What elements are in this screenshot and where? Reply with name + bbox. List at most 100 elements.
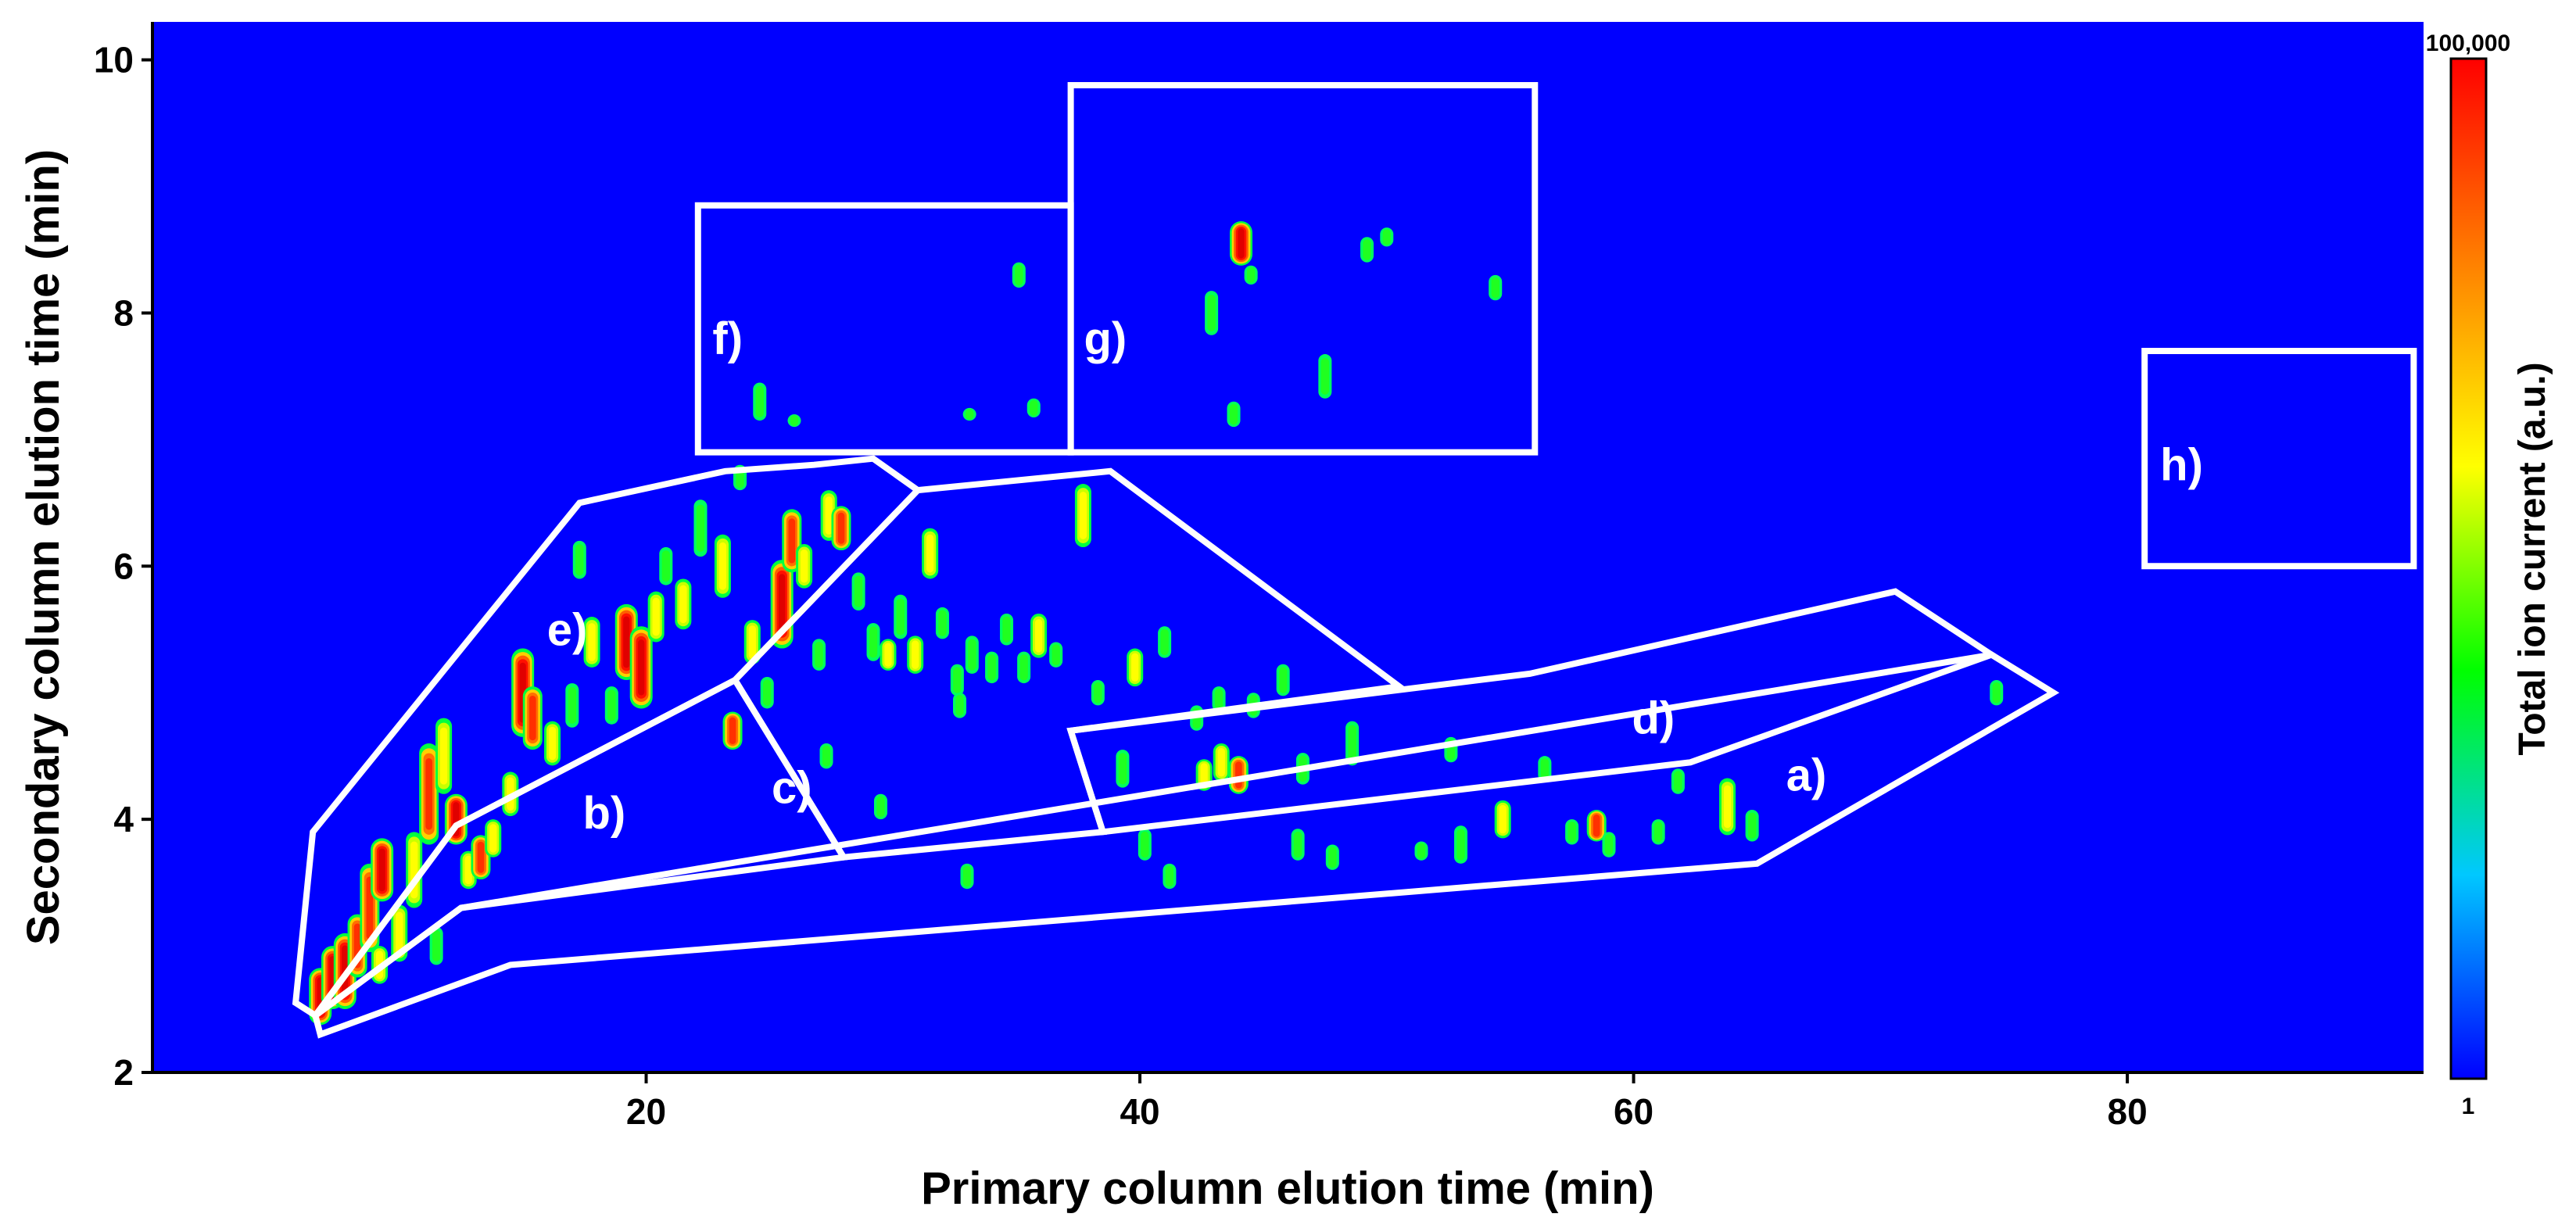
peak	[819, 743, 833, 769]
peak	[1651, 819, 1665, 845]
peak-core	[955, 695, 964, 716]
peak-core	[1052, 644, 1060, 666]
peak-core	[815, 641, 823, 668]
peak	[907, 635, 924, 674]
peak-core	[1593, 814, 1600, 837]
y-tick-label: 4	[113, 799, 134, 840]
region-label: d)	[1632, 693, 1675, 744]
peak-core	[1992, 682, 2001, 704]
y-tick-label: 10	[94, 40, 134, 81]
peak-core	[425, 757, 432, 830]
peak-core	[729, 717, 736, 744]
peak-core	[396, 911, 403, 955]
peak-core	[822, 745, 831, 767]
peak-core	[896, 598, 905, 635]
peak-core	[718, 542, 727, 590]
peak-core	[788, 518, 796, 564]
region-label: b)	[582, 788, 625, 839]
colorbar-label: Total ion current (a.u.)	[2512, 362, 2553, 755]
peak-core	[1207, 295, 1216, 331]
peak	[429, 926, 443, 965]
peak	[851, 572, 865, 610]
peak	[1017, 651, 1031, 684]
peak	[960, 863, 974, 890]
peak-core	[1293, 831, 1302, 858]
peak-core	[1328, 847, 1337, 868]
peak-core	[1320, 357, 1330, 395]
y-tick-label: 8	[113, 292, 134, 333]
peak-core	[1229, 403, 1238, 425]
peak	[770, 560, 794, 649]
peak-core	[439, 727, 448, 785]
peak-core	[884, 643, 892, 667]
peak-core	[968, 639, 976, 671]
peak	[880, 639, 897, 671]
peak	[743, 620, 761, 664]
peak-core	[938, 610, 947, 636]
peak-core	[1723, 785, 1732, 829]
peak-core	[1246, 267, 1256, 283]
peak	[962, 407, 976, 421]
peak	[1291, 829, 1305, 861]
peak-core	[1235, 761, 1242, 789]
peak-core	[1604, 834, 1614, 855]
peak-core	[588, 623, 596, 661]
peak-core	[748, 625, 756, 659]
peak	[1565, 819, 1579, 845]
peak	[1116, 750, 1130, 788]
peak-core	[790, 415, 799, 426]
peak-core	[1131, 653, 1139, 682]
peak-core	[477, 841, 485, 873]
x-tick-label: 40	[1120, 1091, 1159, 1132]
peak-core	[1200, 763, 1208, 787]
peak-core	[912, 640, 919, 669]
peak-core	[1238, 228, 1245, 259]
region-outline	[292, 455, 923, 1020]
peak	[1244, 265, 1258, 285]
peak-core	[1540, 757, 1550, 779]
peak-core	[1217, 748, 1225, 777]
peak	[787, 414, 801, 428]
x-axis-label: Primary column elution time (min)	[921, 1163, 1654, 1214]
peak	[1380, 227, 1394, 247]
peak-core	[1118, 753, 1127, 785]
peak	[1026, 398, 1041, 418]
peak	[1230, 221, 1253, 266]
peak-core	[800, 550, 808, 583]
peak	[722, 711, 743, 750]
peak-core	[696, 504, 705, 552]
peak	[1454, 825, 1468, 864]
peak-core	[763, 679, 772, 706]
peak	[1719, 778, 1736, 836]
peak-core	[962, 865, 972, 887]
peak-core	[548, 726, 557, 761]
peak	[1318, 354, 1332, 399]
peak	[796, 543, 813, 589]
peak	[1213, 743, 1230, 782]
peak-core	[876, 796, 885, 818]
axes	[151, 22, 2424, 1074]
peak-core	[1363, 239, 1371, 260]
peak-core	[378, 848, 385, 892]
peak	[693, 499, 708, 557]
peak	[1745, 810, 1759, 842]
peak	[985, 651, 999, 684]
peak	[675, 578, 692, 630]
plot-area	[152, 22, 2424, 1072]
peak	[629, 626, 653, 709]
peak-core	[623, 616, 630, 668]
peak-core	[489, 824, 497, 853]
peak-core	[464, 855, 472, 885]
peak	[1049, 642, 1063, 668]
peak	[565, 683, 579, 728]
peak	[1227, 401, 1241, 428]
peak-core	[528, 696, 536, 741]
colorbar-min-label: 1	[2462, 1094, 2475, 1119]
peak	[950, 664, 964, 696]
peak	[965, 635, 979, 674]
peak	[894, 594, 908, 639]
peak	[371, 838, 394, 902]
peak	[544, 721, 561, 766]
colorbar: 100,000 1 Total ion current (a.u.)	[2426, 30, 2553, 1119]
peak-core	[926, 534, 934, 573]
